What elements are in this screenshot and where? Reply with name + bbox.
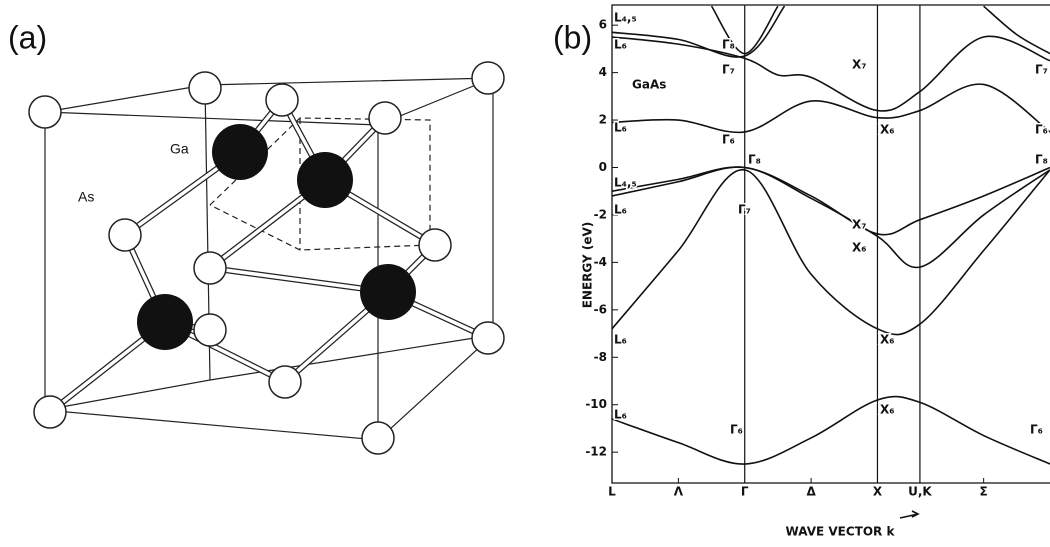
atom-label: Ga: [170, 141, 189, 157]
y-tick-label: -8: [594, 350, 607, 364]
panel-label: (a): [8, 19, 47, 55]
y-tick-label: 0: [599, 160, 607, 174]
band-annotation: L₆: [614, 408, 627, 422]
y-tick-label: -2: [594, 207, 607, 221]
band: [612, 167, 1050, 235]
band-annotation: X₇: [852, 58, 867, 72]
band-annotation: L₄,₅: [614, 11, 637, 25]
band-annotation: GaAs: [632, 78, 666, 92]
band: [984, 6, 1050, 53]
band: [612, 6, 785, 57]
x-tick-label: Σ: [980, 485, 988, 499]
y-tick-label: -4: [594, 255, 607, 269]
bonds: [50, 100, 488, 412]
band-annotation: L₆: [614, 203, 627, 217]
band-annotation: X₇: [852, 218, 867, 232]
band-annotation: X₆: [880, 403, 895, 417]
band: [612, 170, 1050, 335]
page: (a) Ga As (b) ENERGY (eV) WAVE VECTOR k …: [0, 0, 1050, 547]
axis-frame: [612, 5, 1050, 483]
atom-label: As: [78, 189, 94, 205]
band-annotation: Γ₈: [748, 153, 761, 167]
band-plot: 6 4 2 0 -2 -4 -6 -8 -10 -12 L Λ Γ Δ X U,K Σ L₄,₅ L₆ Γ₈ Γ₇ GaA…: [585, 5, 1050, 499]
ga-atoms: [137, 124, 416, 350]
band: [612, 397, 1050, 465]
band-annotation: Γ₇: [1035, 63, 1048, 77]
y-axis-label: ENERGY (eV): [581, 222, 595, 309]
x-tick-label: Λ: [674, 485, 684, 499]
x-tick-label: Δ: [806, 485, 816, 499]
x-tick-label: U,K: [908, 485, 932, 499]
band-annotation: Γ₆: [730, 423, 743, 437]
y-tick-label: -10: [585, 397, 607, 411]
band-annotation: Γ₆: [1035, 123, 1048, 137]
band-annotation: L₄,₅: [614, 176, 637, 190]
band-annotation: L₆: [614, 121, 627, 135]
crystal-diagram: (a) Ga As: [8, 19, 504, 454]
x-tick-label: X: [873, 485, 883, 499]
vector-arrow: [900, 511, 918, 518]
panel-label: (b): [553, 19, 592, 55]
band: [612, 84, 1050, 132]
band-annotation: Γ₈: [722, 38, 735, 52]
y-tick-label: -12: [585, 445, 607, 459]
band-annotation: L₆: [614, 333, 627, 347]
band-annotation: Γ₆: [1030, 423, 1043, 437]
band-annotation: X₆: [880, 333, 895, 347]
x-tick-label: Γ: [741, 485, 749, 499]
band: [612, 36, 1050, 111]
band-annotation: X₆: [880, 123, 895, 137]
x-tick-label: L: [608, 485, 616, 499]
band-annotation: Γ₆: [722, 133, 735, 147]
figure: (a) Ga As (b) ENERGY (eV) WAVE VECTOR k …: [0, 0, 1050, 547]
band-annotation: X₆: [852, 241, 867, 255]
band-annotation: Γ₈: [1035, 153, 1048, 167]
y-tick-label: 6: [599, 18, 607, 32]
band-annotation: Γ₇: [722, 63, 735, 77]
y-tick-label: 2: [599, 113, 607, 127]
band-annotation: Γ₇: [738, 203, 751, 217]
y-tick-label: 4: [599, 65, 607, 79]
band-annotation: L₆: [614, 38, 627, 52]
x-axis-label: WAVE VECTOR k: [786, 525, 896, 539]
y-tick-label: -6: [594, 302, 607, 316]
